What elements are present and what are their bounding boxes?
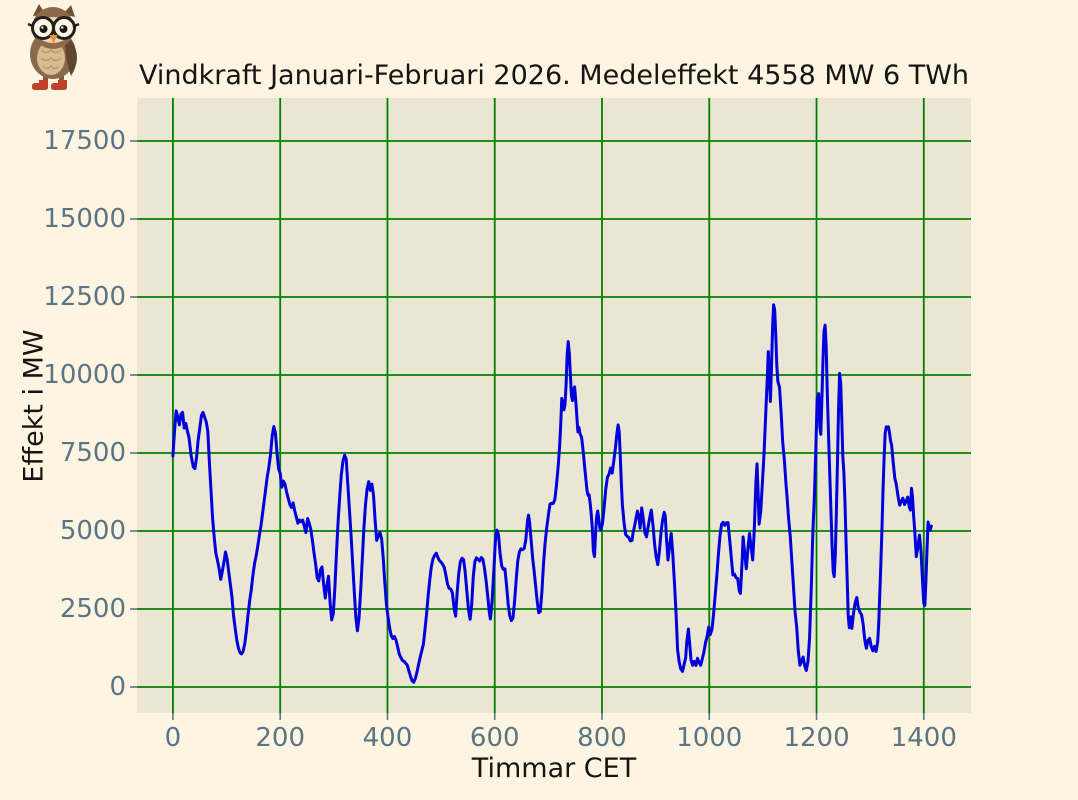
y-tick-label: 10000 xyxy=(43,360,126,390)
x-tick-label: 0 xyxy=(164,723,182,753)
owl-boot-left xyxy=(32,80,48,90)
y-tick-label: 7500 xyxy=(59,438,126,468)
y-tick-label: 12500 xyxy=(43,281,126,312)
wind-power-line xyxy=(171,303,933,684)
y-tick-label: 2500 xyxy=(59,594,126,624)
x-tick-label: 1400 xyxy=(890,723,957,753)
x-axis-label: Timmar CET xyxy=(471,753,637,784)
x-tick-label: 600 xyxy=(469,723,520,753)
y-tick-label: 15000 xyxy=(43,203,126,234)
owl-beak xyxy=(49,35,58,44)
y-tick-label: 5000 xyxy=(59,516,126,546)
x-tick-label: 400 xyxy=(362,723,413,753)
owl-mascot-icon xyxy=(27,4,80,90)
plot-background xyxy=(137,98,971,713)
chart-title: Vindkraft Januari-Februari 2026. Medelef… xyxy=(138,60,970,91)
x-tick-label: 800 xyxy=(577,723,627,753)
y-tick-label: 17500 xyxy=(43,125,126,156)
y-tick-label: 0 xyxy=(109,672,126,702)
x-tick-label: 200 xyxy=(255,723,306,753)
x-tick-label: 1000 xyxy=(676,723,743,753)
owl-boot-right xyxy=(51,80,67,90)
owl-wing xyxy=(65,40,77,76)
x-tick-label: 1200 xyxy=(783,723,850,753)
